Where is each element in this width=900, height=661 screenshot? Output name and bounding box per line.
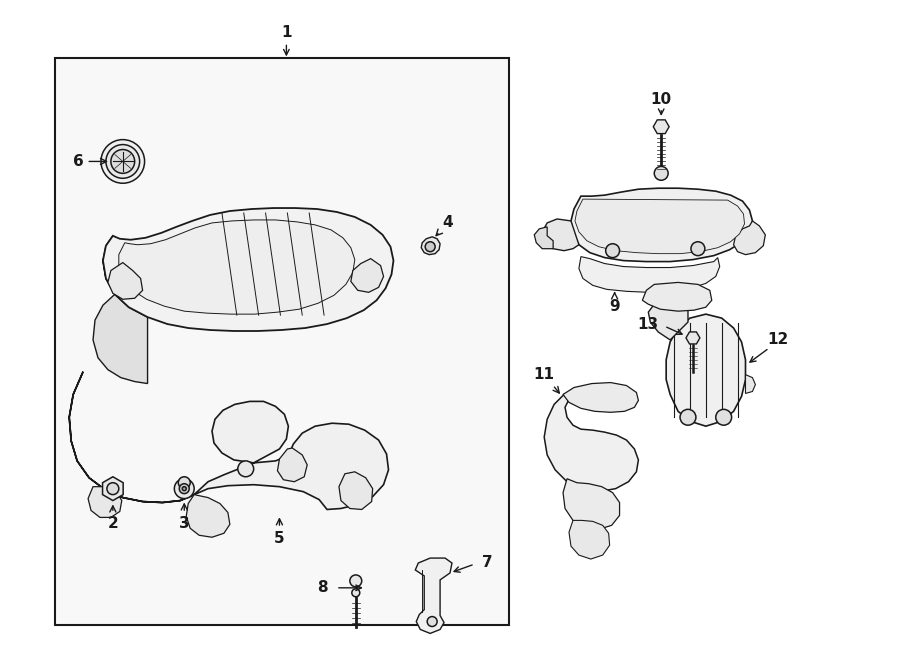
Polygon shape bbox=[108, 262, 142, 299]
Polygon shape bbox=[339, 472, 373, 510]
Polygon shape bbox=[653, 120, 669, 134]
Polygon shape bbox=[69, 371, 389, 510]
Polygon shape bbox=[535, 227, 554, 249]
Polygon shape bbox=[666, 314, 745, 426]
Polygon shape bbox=[351, 258, 383, 292]
Polygon shape bbox=[563, 479, 619, 529]
Circle shape bbox=[111, 149, 135, 173]
Polygon shape bbox=[88, 486, 122, 518]
Circle shape bbox=[178, 477, 190, 488]
Polygon shape bbox=[119, 220, 355, 314]
Polygon shape bbox=[93, 236, 148, 383]
Polygon shape bbox=[734, 221, 765, 254]
Text: 9: 9 bbox=[609, 293, 620, 314]
Circle shape bbox=[238, 461, 254, 477]
Polygon shape bbox=[277, 448, 307, 482]
Circle shape bbox=[606, 244, 619, 258]
Circle shape bbox=[352, 589, 360, 597]
Polygon shape bbox=[579, 256, 720, 292]
Polygon shape bbox=[643, 282, 712, 311]
Circle shape bbox=[350, 575, 362, 587]
Circle shape bbox=[101, 139, 145, 183]
Text: 11: 11 bbox=[534, 367, 559, 393]
Circle shape bbox=[680, 409, 696, 425]
Polygon shape bbox=[575, 199, 744, 254]
Circle shape bbox=[425, 242, 435, 252]
Circle shape bbox=[691, 242, 705, 256]
Circle shape bbox=[106, 145, 140, 178]
Circle shape bbox=[428, 617, 437, 627]
Circle shape bbox=[654, 167, 668, 180]
Text: 13: 13 bbox=[637, 317, 658, 332]
Circle shape bbox=[183, 486, 186, 490]
Polygon shape bbox=[186, 494, 230, 537]
Polygon shape bbox=[571, 188, 752, 262]
Polygon shape bbox=[421, 237, 440, 254]
Circle shape bbox=[179, 484, 189, 494]
Polygon shape bbox=[103, 477, 123, 500]
Text: 1: 1 bbox=[281, 25, 292, 40]
Circle shape bbox=[107, 483, 119, 494]
Circle shape bbox=[716, 409, 732, 425]
Polygon shape bbox=[542, 219, 579, 251]
Text: 10: 10 bbox=[651, 93, 671, 108]
Polygon shape bbox=[103, 208, 393, 331]
Polygon shape bbox=[686, 332, 700, 344]
Text: 8: 8 bbox=[318, 580, 328, 596]
Circle shape bbox=[175, 479, 194, 498]
Text: 2: 2 bbox=[107, 506, 118, 531]
Text: 12: 12 bbox=[768, 332, 788, 348]
Text: 3: 3 bbox=[179, 504, 190, 531]
Polygon shape bbox=[415, 558, 452, 633]
Polygon shape bbox=[745, 375, 755, 393]
Text: 5: 5 bbox=[274, 519, 284, 546]
Text: 6: 6 bbox=[73, 154, 106, 169]
Polygon shape bbox=[544, 395, 638, 492]
Polygon shape bbox=[563, 383, 638, 412]
Polygon shape bbox=[648, 300, 688, 340]
Text: 7: 7 bbox=[482, 555, 492, 570]
Bar bbox=[55, 58, 509, 625]
Text: 4: 4 bbox=[436, 215, 454, 235]
Polygon shape bbox=[569, 520, 609, 559]
